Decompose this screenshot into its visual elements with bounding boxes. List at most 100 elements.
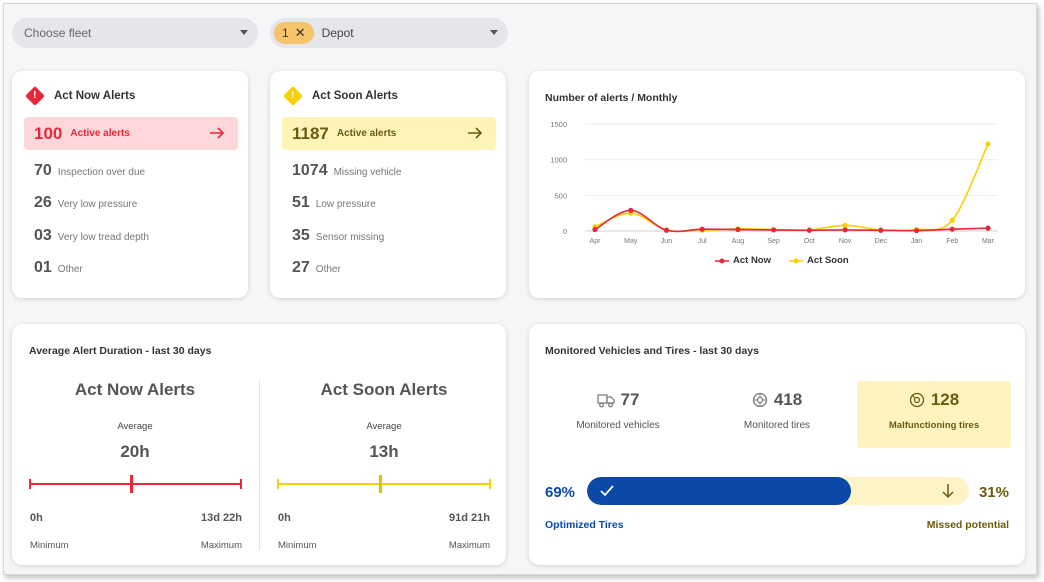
- data-point[interactable]: [806, 227, 812, 233]
- x-tick-label: May: [624, 238, 638, 245]
- chart-title: Number of alerts / Monthly: [545, 92, 678, 104]
- range-max-tick: [240, 479, 242, 489]
- optimized-percent: 69%: [545, 484, 576, 501]
- monitored-tires-label: Monitored tires: [743, 420, 811, 431]
- item-count: 70: [34, 162, 52, 179]
- x-tick-label: Jan: [911, 238, 922, 245]
- maximum-label: Maximum: [448, 540, 490, 551]
- item-count: 35: [292, 227, 310, 244]
- alert-diamond-icon: !: [283, 86, 303, 106]
- duration-act-now-title: Act Now Alerts: [74, 380, 196, 399]
- close-icon[interactable]: ✕: [294, 25, 306, 40]
- range-average-marker: [378, 475, 382, 493]
- legend-item-act-soon[interactable]: Act Soon: [789, 255, 849, 266]
- malfunctioning-tires-label: Malfunctioning tires: [888, 420, 980, 431]
- list-item: 51 Low pressure: [292, 194, 376, 212]
- depot-chip-count: 1: [282, 26, 289, 40]
- malfunctioning-tires-stat[interactable]: 128 Malfunctioning tires: [857, 381, 1011, 448]
- list-item: 26 Very low pressure: [34, 194, 137, 212]
- item-label: Very low pressure: [57, 199, 138, 210]
- list-item: 01 Other: [34, 259, 83, 277]
- act-now-header: ! Act Now Alerts: [25, 86, 136, 106]
- duration-act-soon-average: 13h: [369, 442, 399, 461]
- duration-act-soon-title: Act Soon Alerts: [320, 380, 448, 399]
- data-point[interactable]: [985, 141, 991, 147]
- act-now-active-alerts-button[interactable]: 100 Active alerts: [24, 117, 238, 150]
- range-max-tick: [489, 479, 491, 489]
- item-count: 03: [34, 227, 52, 244]
- y-tick-label: 500: [554, 191, 567, 200]
- act-soon-active-count: 1187: [292, 123, 329, 143]
- depot-select[interactable]: 1 ✕ Depot: [270, 18, 508, 48]
- duration-act-now-max: 13d 22h: [201, 512, 242, 524]
- act-now-title: Act Now Alerts: [54, 90, 136, 102]
- duration-act-now-average: 20h: [120, 442, 150, 461]
- act-soon-title: Act Soon Alerts: [312, 90, 398, 102]
- duration-act-soon-min: 0h: [278, 512, 291, 524]
- act-now-active-count: 100: [34, 123, 63, 143]
- data-point[interactable]: [913, 228, 920, 234]
- monitored-tires-stat[interactable]: 418 Monitored tires: [712, 390, 842, 431]
- duration-title: Average Alert Duration - last 30 days: [29, 345, 212, 357]
- legend-label: Act Soon: [807, 255, 849, 266]
- data-point[interactable]: [985, 225, 991, 231]
- act-soon-active-label: Active alerts: [336, 128, 397, 139]
- optimization-progress-bar: [587, 477, 969, 505]
- list-item: 1074 Missing vehicle: [292, 162, 401, 180]
- tire-icon: [752, 392, 767, 408]
- x-tick-label: Jun: [661, 238, 672, 245]
- act-soon-header: ! Act Soon Alerts: [283, 86, 398, 106]
- monitored-vehicles-label: Monitored vehicles: [576, 420, 660, 431]
- item-label: Missing vehicle: [333, 167, 402, 178]
- act-now-active-label: Active alerts: [70, 128, 130, 139]
- list-item: 35 Sensor missing: [292, 227, 384, 245]
- fleet-select[interactable]: Choose fleet: [12, 18, 258, 48]
- fleet-select-placeholder: Choose fleet: [24, 26, 92, 40]
- arrow-right-icon: [468, 127, 483, 139]
- series-line-act-now: [594, 209, 989, 233]
- malfunctioning-tires-count: 128: [930, 390, 960, 409]
- divider: [259, 380, 260, 550]
- duration-act-now-min: 0h: [30, 512, 43, 524]
- act-now-card: ! Act Now Alerts 100 Active alerts 70 In…: [12, 71, 248, 298]
- act-soon-card: ! Act Soon Alerts 1187 Active alerts 107…: [270, 71, 506, 298]
- truck-icon: [596, 394, 615, 408]
- data-point[interactable]: [842, 222, 848, 228]
- data-point[interactable]: [663, 227, 670, 233]
- x-tick-label: Mar: [982, 238, 995, 245]
- legend-label: Act Now: [733, 255, 771, 266]
- depot-chip[interactable]: 1 ✕: [274, 22, 314, 44]
- series-line-act-soon: [594, 143, 989, 233]
- item-label: Inspection over due: [57, 167, 146, 178]
- monitored-vehicles-stat[interactable]: 77 Monitored vehicles: [553, 390, 683, 431]
- y-tick-label: 1500: [550, 120, 567, 129]
- duration-act-soon-max: 91d 21h: [449, 512, 490, 524]
- range-min-tick: [277, 479, 279, 489]
- range-min-tick: [29, 479, 31, 489]
- duration-card: Average Alert Duration - last 30 days Ac…: [12, 324, 506, 565]
- maximum-label: Maximum: [200, 540, 242, 551]
- x-tick-label: Apr: [590, 238, 602, 245]
- data-point[interactable]: [949, 226, 955, 232]
- data-point[interactable]: [592, 226, 598, 233]
- data-point[interactable]: [878, 227, 884, 233]
- arrow-right-icon: [210, 127, 225, 139]
- data-point[interactable]: [842, 227, 848, 233]
- data-point[interactable]: [628, 207, 634, 213]
- list-item: 70 Inspection over due: [34, 162, 145, 180]
- item-label: Sensor missing: [315, 232, 385, 243]
- optimized-tires-label: Optimized Tires: [545, 519, 624, 531]
- data-point[interactable]: [699, 226, 705, 232]
- item-count: 1074: [292, 162, 328, 179]
- data-point[interactable]: [735, 226, 741, 233]
- average-label: Average: [366, 421, 402, 432]
- minimum-label: Minimum: [30, 540, 69, 551]
- data-point[interactable]: [949, 217, 955, 223]
- item-label: Low pressure: [315, 199, 376, 210]
- act-soon-active-alerts-button[interactable]: 1187 Active alerts: [282, 117, 496, 150]
- item-label: Very low tread depth: [57, 232, 149, 243]
- legend-item-act-now[interactable]: Act Now: [715, 255, 771, 266]
- chevron-down-icon: [490, 30, 498, 35]
- depot-select-label: Depot: [321, 26, 354, 40]
- data-point[interactable]: [771, 227, 777, 233]
